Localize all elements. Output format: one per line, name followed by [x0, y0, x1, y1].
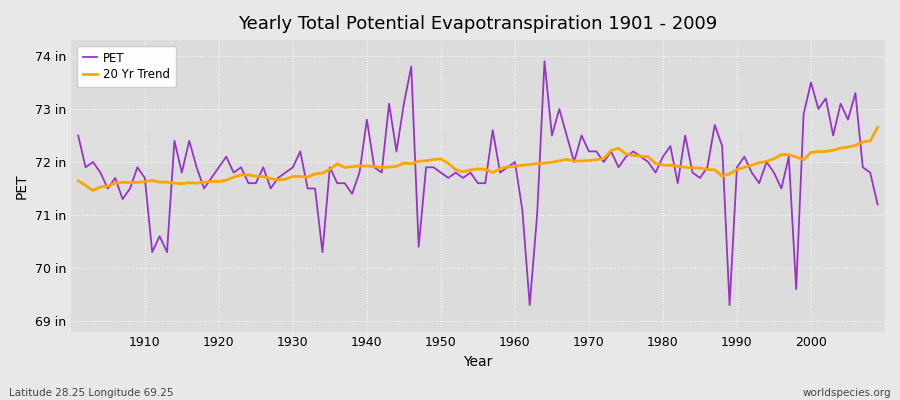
- 20 Yr Trend: [87, 188, 98, 193]
- 20 Yr Trend: [606, 148, 616, 153]
- 20 Yr Trend: [302, 175, 313, 180]
- Line: 20 Yr Trend: 20 Yr Trend: [78, 127, 878, 190]
- 20 Yr Trend: [509, 164, 520, 169]
- Text: Latitude 28.25 Longitude 69.25: Latitude 28.25 Longitude 69.25: [9, 388, 174, 398]
- 20 Yr Trend: [140, 179, 150, 184]
- Title: Yearly Total Potential Evapotranspiration 1901 - 2009: Yearly Total Potential Evapotranspiratio…: [238, 15, 717, 33]
- PET: [73, 133, 84, 138]
- PET: [539, 59, 550, 64]
- PET: [509, 160, 520, 164]
- Line: PET: PET: [78, 61, 878, 305]
- X-axis label: Year: Year: [464, 355, 492, 369]
- Text: worldspecies.org: worldspecies.org: [803, 388, 891, 398]
- 20 Yr Trend: [73, 178, 84, 183]
- PET: [339, 181, 350, 186]
- PET: [872, 202, 883, 207]
- 20 Yr Trend: [346, 164, 357, 169]
- PET: [613, 165, 624, 170]
- PET: [295, 149, 306, 154]
- 20 Yr Trend: [872, 125, 883, 130]
- PET: [525, 303, 535, 308]
- Bar: [71, 109, 885, 162]
- PET: [502, 165, 513, 170]
- PET: [132, 165, 143, 170]
- Legend: PET, 20 Yr Trend: PET, 20 Yr Trend: [76, 46, 176, 87]
- Y-axis label: PET: PET: [15, 173, 29, 199]
- 20 Yr Trend: [517, 163, 527, 168]
